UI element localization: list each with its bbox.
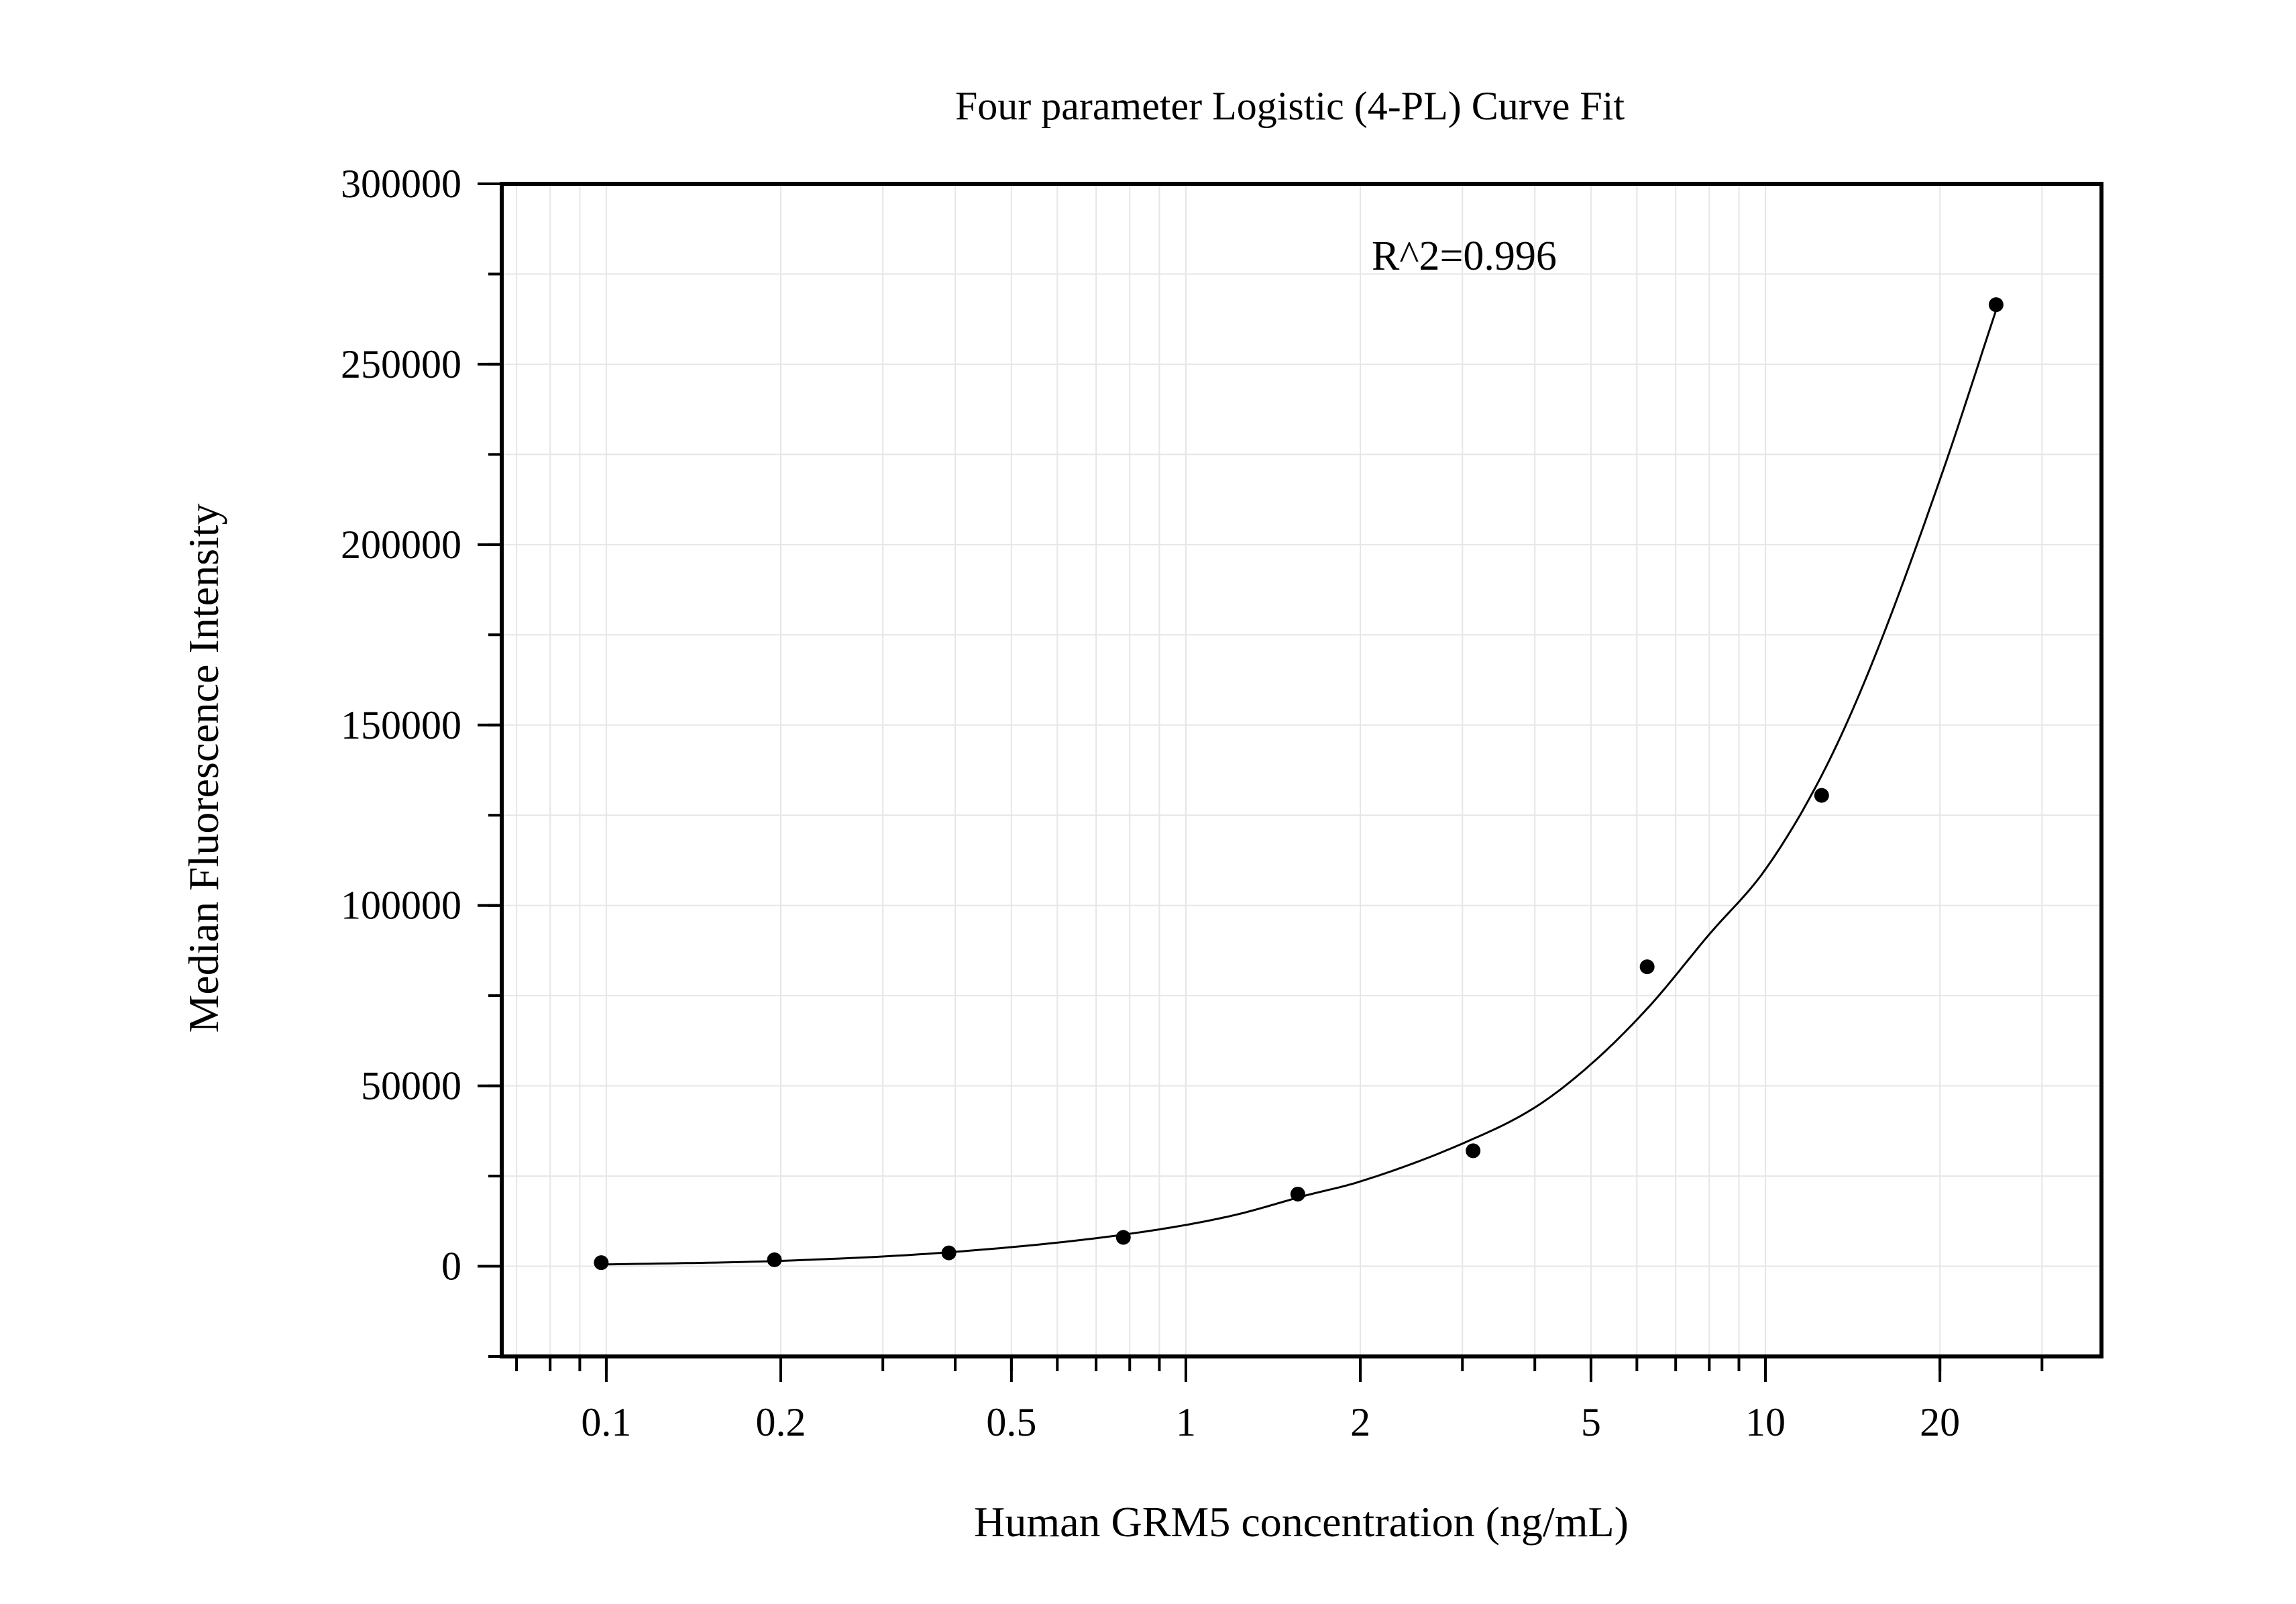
plot-frame <box>500 182 2103 1358</box>
r-squared-annotation: R^2=0.996 <box>1372 233 1557 279</box>
x-tick-label: 0.5 <box>986 1400 1036 1444</box>
x-tick-label: 2 <box>1350 1400 1370 1444</box>
y-tick-label: 150000 <box>341 703 461 747</box>
grid <box>502 183 2101 1357</box>
x-tick-label: 1 <box>1176 1400 1196 1444</box>
x-tick-label: 0.1 <box>581 1400 631 1444</box>
y-tick-label: 200000 <box>341 523 461 567</box>
x-tick-label: 10 <box>1745 1400 1786 1444</box>
x-tick-label: 20 <box>1920 1400 1960 1444</box>
data-point <box>1988 297 2004 313</box>
data-point <box>1115 1230 1131 1245</box>
data-point <box>941 1245 956 1261</box>
data-point <box>1639 959 1655 975</box>
x-tick-label: 0.2 <box>756 1400 806 1444</box>
x-axis-label: Human GRM5 concentration (ng/mL) <box>974 1498 1629 1546</box>
data-points-layer <box>594 297 2004 1271</box>
chart-title: Four parameter Logistic (4-PL) Curve Fit <box>955 84 1625 128</box>
y-tick-label: 50000 <box>361 1064 461 1108</box>
fit-curve-layer <box>606 309 1998 1266</box>
y-tick-label: 300000 <box>341 162 461 206</box>
data-point <box>1290 1186 1305 1201</box>
y-tick-label: 0 <box>441 1244 461 1289</box>
y-tick-label: 100000 <box>341 884 461 928</box>
data-point <box>594 1255 609 1271</box>
y-axis-label: Median Fluorescence Intensity <box>180 503 227 1032</box>
data-point <box>1466 1143 1481 1159</box>
data-point <box>1814 788 1829 803</box>
data-point <box>767 1252 782 1267</box>
x-tick-label: 5 <box>1581 1400 1601 1444</box>
fit-curve <box>606 309 1998 1266</box>
y-tick-label: 250000 <box>341 342 461 386</box>
axis-ticks: 0.1 0.2 0.5 1 2 5 10 20 0 50000 100000 150000 200000… <box>341 162 2044 1444</box>
